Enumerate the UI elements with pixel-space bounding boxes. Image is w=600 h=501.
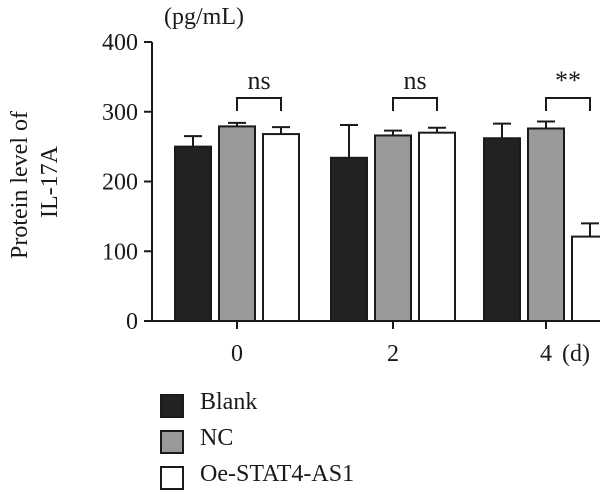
bar-blank-day-0 [174, 145, 212, 322]
bar-blank-day-2 [330, 156, 368, 322]
y-tick-label-100: 100 [102, 239, 138, 265]
significance-label-day-4: ** [555, 66, 581, 95]
legend-swatch-blank [160, 394, 184, 418]
significance-label-day-0: ns [247, 66, 270, 95]
legend-swatch-nc [160, 430, 184, 454]
bar-nc-day-4 [527, 127, 565, 322]
x-tick-label-0: 0 [231, 341, 243, 367]
x-tick-label-2: 2 [387, 341, 399, 367]
significance-bracket-day-0 [236, 97, 282, 111]
y-tick-label-400: 400 [102, 30, 138, 56]
y-tick-label-200: 200 [102, 170, 138, 196]
bar-oe-stat4-as1-day-0 [262, 133, 300, 322]
y-tick-label-0: 0 [126, 309, 138, 335]
legend-label-oe-stat4-as1: Oe-STAT4-AS1 [200, 461, 355, 487]
y-unit-label: (pg/mL) [164, 4, 244, 30]
y-axis-title: Protein level of IL-17A [7, 105, 63, 259]
y-axis-title-line2: IL-17A [37, 145, 63, 218]
x-axis-unit-label: (d) [562, 341, 590, 367]
legend-label-nc: NC [200, 425, 234, 451]
legend-swatch-oe-stat4-as1 [160, 466, 184, 490]
y-tick-label-300: 300 [102, 100, 138, 126]
legend-label-blank: Blank [200, 389, 258, 415]
bar-nc-day-2 [374, 134, 412, 322]
bar-blank-day-4 [483, 137, 521, 322]
significance-label-day-2: ns [403, 66, 426, 95]
significance-markers: ns ns ** [236, 66, 591, 111]
bar-oe-stat4-as1-day-2 [418, 131, 456, 322]
bar-nc-day-0 [218, 125, 256, 322]
y-axis-title-line1: Protein level of [7, 111, 33, 259]
significance-bracket-day-4 [545, 97, 591, 111]
x-tick-label-4: 4 [540, 341, 552, 367]
significance-bracket-day-2 [392, 97, 438, 111]
bars [174, 120, 600, 322]
bar-oe-stat4-as1-day-4 [571, 235, 600, 322]
bar-chart: (pg/mL) Protein level of IL-17A (d) 0 100… [7, 4, 600, 367]
